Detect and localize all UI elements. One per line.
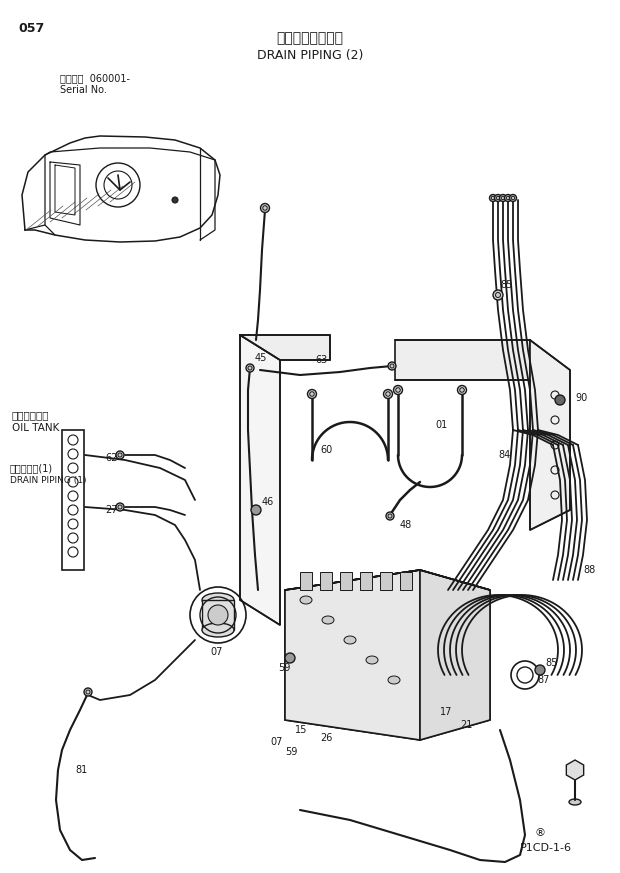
Bar xyxy=(340,572,352,590)
Text: DRAIN PIPING (1): DRAIN PIPING (1) xyxy=(10,476,87,485)
Ellipse shape xyxy=(344,636,356,644)
Text: ®: ® xyxy=(534,828,546,838)
Text: 84: 84 xyxy=(498,450,510,460)
Circle shape xyxy=(505,195,511,202)
Text: 81: 81 xyxy=(75,765,87,775)
Circle shape xyxy=(116,503,124,511)
Text: 01: 01 xyxy=(435,420,447,430)
Circle shape xyxy=(510,195,516,202)
Circle shape xyxy=(84,688,92,696)
Ellipse shape xyxy=(569,799,581,805)
Circle shape xyxy=(394,386,402,395)
Circle shape xyxy=(493,290,503,300)
Circle shape xyxy=(388,362,396,370)
Text: 88: 88 xyxy=(583,565,595,575)
Text: 適用号機  060001-: 適用号機 060001- xyxy=(60,73,130,83)
Text: 62: 62 xyxy=(105,453,117,463)
Text: 45: 45 xyxy=(255,353,267,363)
Text: 59: 59 xyxy=(278,663,290,673)
Text: 21: 21 xyxy=(460,720,472,730)
Circle shape xyxy=(251,505,261,515)
Circle shape xyxy=(384,389,392,398)
Circle shape xyxy=(285,653,295,663)
Polygon shape xyxy=(240,335,280,625)
Polygon shape xyxy=(395,340,530,380)
Text: 07: 07 xyxy=(270,737,282,747)
Ellipse shape xyxy=(366,656,378,664)
Text: ドレン配管（２）: ドレン配管（２） xyxy=(277,31,343,45)
Bar xyxy=(62,430,84,570)
Polygon shape xyxy=(285,570,420,740)
Bar xyxy=(400,572,412,590)
Text: 057: 057 xyxy=(18,22,44,35)
Text: 27: 27 xyxy=(105,505,118,515)
Text: 59: 59 xyxy=(285,747,298,757)
Circle shape xyxy=(495,195,502,202)
Circle shape xyxy=(246,364,254,372)
Text: OIL TANK: OIL TANK xyxy=(12,423,60,433)
Polygon shape xyxy=(566,760,583,780)
Text: 07: 07 xyxy=(210,647,223,657)
Text: 48: 48 xyxy=(400,520,412,530)
Ellipse shape xyxy=(202,593,234,607)
Text: オイルタンク: オイルタンク xyxy=(12,410,50,420)
Circle shape xyxy=(208,605,228,625)
Circle shape xyxy=(458,386,466,395)
Text: 15: 15 xyxy=(295,725,308,735)
Circle shape xyxy=(260,203,270,212)
Text: ドレン配管(1): ドレン配管(1) xyxy=(10,463,53,473)
Ellipse shape xyxy=(322,616,334,624)
Circle shape xyxy=(500,195,507,202)
Text: DRAIN PIPING (2): DRAIN PIPING (2) xyxy=(257,49,363,61)
Polygon shape xyxy=(240,335,330,360)
Circle shape xyxy=(535,665,545,675)
Ellipse shape xyxy=(202,623,234,637)
Polygon shape xyxy=(530,340,570,530)
Circle shape xyxy=(172,197,178,203)
Circle shape xyxy=(308,389,316,398)
Bar xyxy=(300,572,312,590)
Polygon shape xyxy=(285,570,490,590)
Bar xyxy=(320,572,332,590)
Circle shape xyxy=(386,512,394,520)
Text: 90: 90 xyxy=(575,393,587,403)
Text: Serial No.: Serial No. xyxy=(60,85,107,95)
Text: 60: 60 xyxy=(320,445,332,455)
Text: 46: 46 xyxy=(262,497,274,507)
Circle shape xyxy=(555,395,565,405)
Polygon shape xyxy=(420,570,490,740)
Text: 17: 17 xyxy=(440,707,453,717)
Bar xyxy=(380,572,392,590)
Text: 85: 85 xyxy=(545,658,557,668)
Bar xyxy=(360,572,372,590)
Ellipse shape xyxy=(388,676,400,684)
Text: 85: 85 xyxy=(500,280,512,290)
Text: 26: 26 xyxy=(320,733,332,743)
Ellipse shape xyxy=(300,596,312,604)
Text: 87: 87 xyxy=(537,675,549,685)
Bar xyxy=(202,600,234,630)
Circle shape xyxy=(490,195,497,202)
Circle shape xyxy=(116,451,124,459)
Text: 63: 63 xyxy=(315,355,327,365)
Text: P1CD-1-6: P1CD-1-6 xyxy=(520,843,572,853)
